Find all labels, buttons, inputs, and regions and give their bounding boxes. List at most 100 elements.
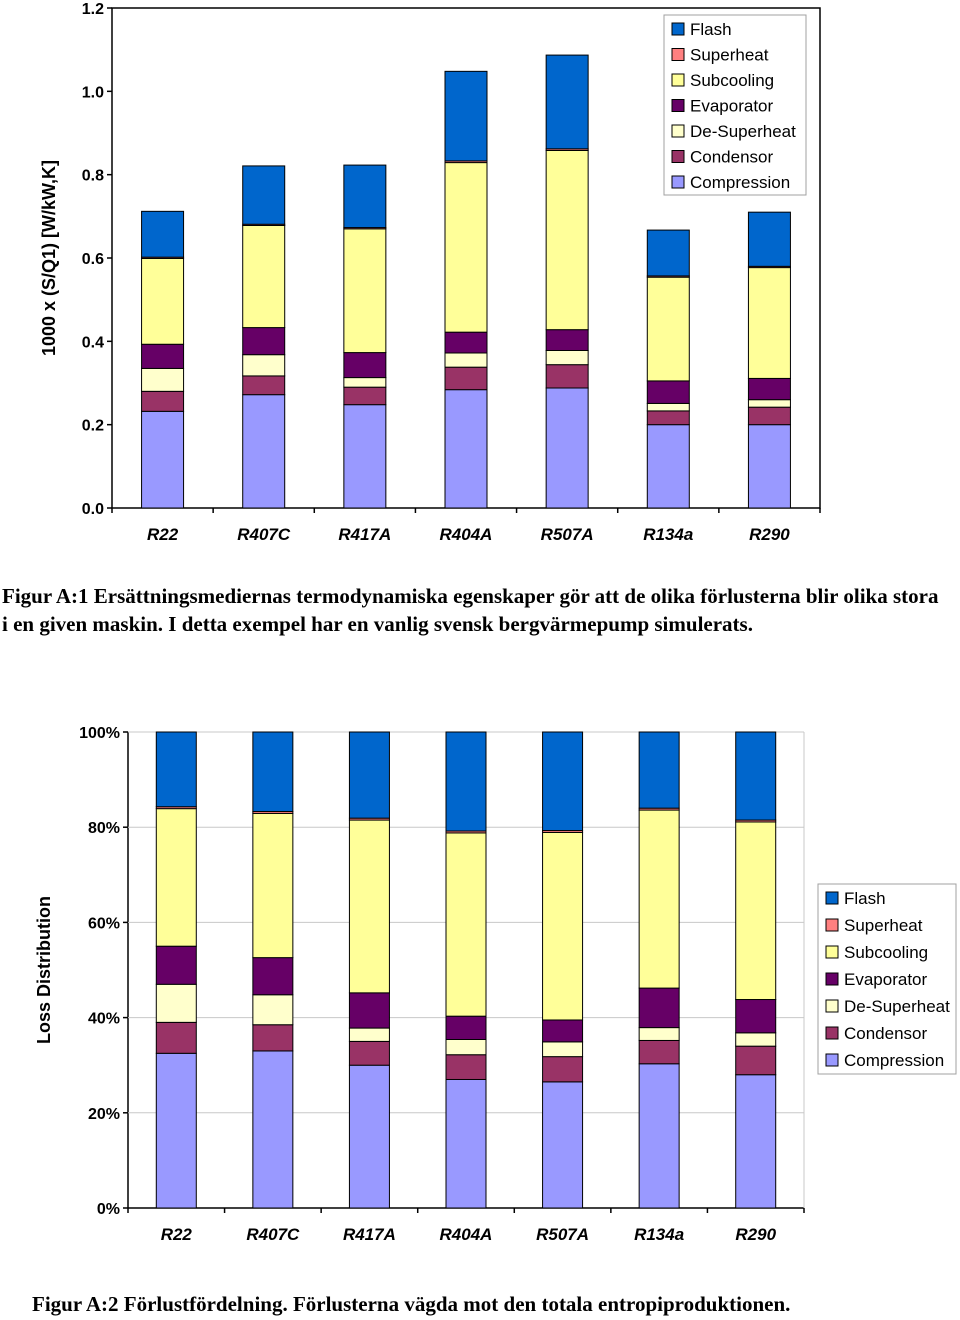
legend-swatch-evaporator xyxy=(825,972,839,986)
bar-segment-evaporator-r290 xyxy=(747,377,791,401)
legend-label: Flash xyxy=(690,20,732,39)
legend-label: Superheat xyxy=(690,46,769,65)
bar-segment-condensor-r22 xyxy=(155,1021,197,1054)
bar-segment-subcooling-r290 xyxy=(735,821,777,1001)
bar-segment-compression-r417a xyxy=(343,404,387,509)
legend-label: Condensor xyxy=(690,148,774,167)
bar-segment-flash-r407c xyxy=(252,731,294,812)
bar-segment-flash-r134a xyxy=(638,731,680,809)
bar-segment-subcooling-r404a xyxy=(444,162,488,333)
legend-label: Condensor xyxy=(844,1024,928,1043)
x-tick-label: R404A xyxy=(440,525,493,544)
bar-segment-de-superheat-r290 xyxy=(747,399,791,408)
bar-segment-flash-r22 xyxy=(141,210,185,258)
bar-segment-de-superheat-r417a xyxy=(343,377,387,388)
legend-swatch-flash xyxy=(671,22,685,36)
bar-segment-condensor-r134a xyxy=(646,410,690,426)
bar-segment-subcooling-r417a xyxy=(343,228,387,354)
bar-segment-condensor-r404a xyxy=(444,366,488,391)
bar-segment-subcooling-r22 xyxy=(155,808,197,947)
figure-2-caption: Figur A:2 Förlustfördelning. Förlusterna… xyxy=(32,1292,791,1316)
bar-segment-flash-r290 xyxy=(735,731,777,821)
bar-segment-evaporator-r407c xyxy=(242,327,286,356)
legend-swatch-de-superheat xyxy=(671,124,685,138)
bar-segment-evaporator-r407c xyxy=(252,957,294,996)
legend-box xyxy=(663,14,807,196)
x-tick-label: R404A xyxy=(440,1225,493,1244)
legend-label: Flash xyxy=(844,889,886,908)
legend-label: Subcooling xyxy=(844,943,928,962)
legend-swatch-evaporator xyxy=(671,99,685,112)
legend-swatch-superheat xyxy=(671,48,685,61)
legend-swatch-subcooling xyxy=(825,945,839,959)
x-tick-label: R407C xyxy=(237,525,291,544)
bar-segment-subcooling-r507a xyxy=(542,831,584,1021)
bar-segment-de-superheat-r507a xyxy=(542,1041,584,1058)
bar-segment-compression-r290 xyxy=(735,1074,777,1209)
y-tick-label: 0.4 xyxy=(82,334,104,351)
y-tick-label: 0.6 xyxy=(82,251,104,268)
y-tick-label: 40% xyxy=(88,1011,120,1028)
bar-segment-evaporator-r22 xyxy=(155,945,197,985)
x-tick-label: R417A xyxy=(343,1225,396,1244)
bar-segment-subcooling-r290 xyxy=(747,267,791,379)
bar-segment-compression-r22 xyxy=(155,1052,197,1209)
bar-segment-compression-r404a xyxy=(444,389,488,509)
y-tick-label: 80% xyxy=(88,820,120,837)
legend-label: Evaporator xyxy=(844,970,927,989)
bar-segment-de-superheat-r404a xyxy=(444,352,488,368)
legend-label: Compression xyxy=(690,173,790,192)
bar-segment-evaporator-r417a xyxy=(348,992,390,1029)
legend-swatch-subcooling xyxy=(671,73,685,87)
bar-segment-flash-r134a xyxy=(646,229,690,277)
legend-swatch-superheat xyxy=(825,918,839,932)
bar-segment-de-superheat-r134a xyxy=(638,1027,680,1041)
bar-segment-flash-r417a xyxy=(348,731,390,819)
x-tick-label: R290 xyxy=(749,525,790,544)
bar-segment-flash-r404a xyxy=(444,70,488,162)
bar-segment-evaporator-r417a xyxy=(343,352,387,379)
bar-segment-flash-r22 xyxy=(155,731,197,808)
y-tick-label: 1.2 xyxy=(82,1,104,18)
bar-segment-compression-r507a xyxy=(545,387,589,509)
figure-1-caption: Figur A:1 Ersättningsmediernas termodyna… xyxy=(2,584,939,636)
legend-label: De-Superheat xyxy=(690,122,796,141)
bar-segment-de-superheat-r290 xyxy=(735,1032,777,1047)
bar-segment-condensor-r290 xyxy=(747,406,791,426)
bar-segment-compression-r407c xyxy=(242,394,286,509)
bar-segment-condensor-r404a xyxy=(445,1054,487,1080)
bar-segment-compression-r134a xyxy=(638,1063,680,1209)
bar-segment-condensor-r417a xyxy=(348,1040,390,1066)
bar-segment-condensor-r134a xyxy=(638,1039,680,1065)
legend-label: Subcooling xyxy=(690,71,774,90)
bar-segment-de-superheat-r22 xyxy=(155,983,197,1023)
y-tick-label: 0.0 xyxy=(82,501,104,518)
bar-segment-compression-r407c xyxy=(252,1050,294,1209)
x-tick-label: R507A xyxy=(536,1225,589,1244)
y-tick-label: 0% xyxy=(97,1201,120,1218)
bar-segment-compression-r404a xyxy=(445,1078,487,1209)
legend-swatch-condensor xyxy=(671,150,685,163)
legend-label: De-Superheat xyxy=(844,997,950,1016)
x-tick-label: R134a xyxy=(634,1225,684,1244)
stacked-bar-chart-percent: 0% 20% 40% 60% 80% 100% Loss Distribution R22 R4… xyxy=(34,725,957,1244)
bar-segment-compression-r290 xyxy=(747,424,791,509)
y-tick-label: 1.0 xyxy=(82,84,104,101)
x-tick-label: R134a xyxy=(643,525,693,544)
bar-segment-de-superheat-r404a xyxy=(445,1038,487,1056)
bar-segment-subcooling-r407c xyxy=(252,812,294,959)
bar-segment-subcooling-r507a xyxy=(545,150,589,331)
bar-segment-flash-r407c xyxy=(242,165,286,225)
legend-swatch-flash xyxy=(825,891,839,905)
legend-swatch-de-superheat xyxy=(825,999,839,1013)
bar-segment-compression-r507a xyxy=(542,1081,584,1209)
x-tick-label: R507A xyxy=(541,525,594,544)
bar-segment-compression-r22 xyxy=(141,410,185,509)
legend-swatch-condensor xyxy=(825,1026,839,1040)
legend-label: Superheat xyxy=(844,916,923,935)
bar-segment-subcooling-r417a xyxy=(348,819,390,994)
legend-box xyxy=(817,883,957,1075)
bar-segment-condensor-r407c xyxy=(242,375,286,396)
bar-segment-condensor-r22 xyxy=(141,390,185,412)
bar-segment-condensor-r290 xyxy=(735,1045,777,1076)
